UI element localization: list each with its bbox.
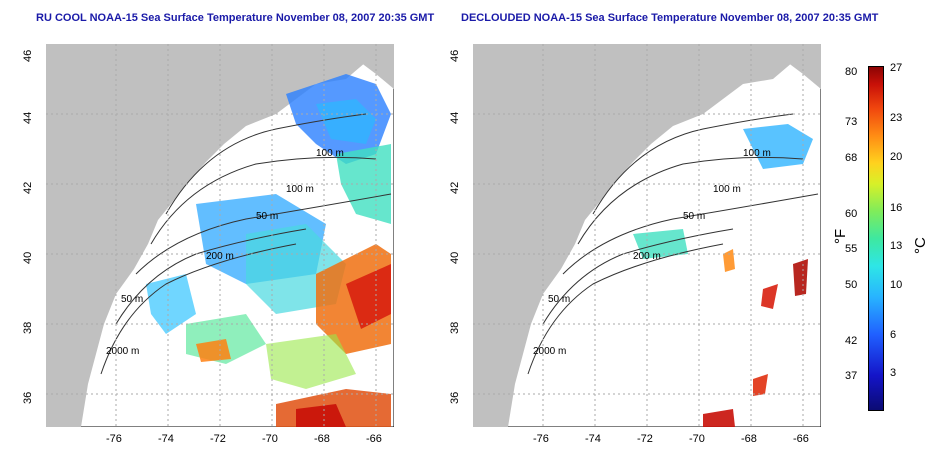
- x-tick: -70: [689, 433, 705, 445]
- y-tick: 42: [449, 181, 461, 194]
- c-tick: 13: [890, 240, 903, 252]
- right-map-svg: 100 m 100 m 50 m 200 m 50 m 2000 m: [473, 44, 821, 427]
- c-tick: 20: [890, 151, 903, 163]
- c-tick: 3: [890, 367, 897, 379]
- x-tick: -72: [637, 433, 653, 445]
- contour-label: 50 m: [548, 294, 570, 305]
- contour-label: 50 m: [683, 211, 705, 222]
- c-tick: 23: [890, 112, 903, 124]
- f-tick: 68: [845, 152, 858, 164]
- x-tick: -66: [793, 433, 809, 445]
- x-tick: -74: [158, 433, 174, 445]
- y-tick: 46: [22, 49, 34, 62]
- celsius-unit-label: °C: [912, 237, 929, 254]
- c-tick: 6: [890, 329, 897, 341]
- contour-label: 100 m: [316, 148, 344, 159]
- land-mass: [46, 44, 394, 427]
- contour-label: 100 m: [286, 184, 314, 195]
- x-tick: -76: [106, 433, 122, 445]
- land-mass: [473, 44, 821, 427]
- x-tick: -76: [533, 433, 549, 445]
- y-tick: 36: [22, 391, 34, 404]
- x-tick: -74: [585, 433, 601, 445]
- left-panel-title: RU COOL NOAA-15 Sea Surface Temperature …: [36, 12, 435, 24]
- y-tick: 38: [449, 321, 461, 334]
- x-tick: -68: [314, 433, 330, 445]
- contour-label: 100 m: [713, 184, 741, 195]
- right-panel-title: DECLOUDED NOAA-15 Sea Surface Temperatur…: [461, 12, 879, 24]
- y-tick: 40: [22, 251, 34, 264]
- f-tick: 60: [845, 208, 858, 220]
- land-mass: [763, 44, 821, 89]
- land-mass: [336, 44, 394, 89]
- temperature-colorbar: [868, 66, 884, 411]
- f-tick: 55: [845, 243, 858, 255]
- c-tick: 10: [890, 279, 903, 291]
- left-map-svg: 100 m 100 m 50 m 200 m 50 m 2000 m: [46, 44, 394, 427]
- f-tick: 37: [845, 370, 858, 382]
- y-tick: 44: [449, 111, 461, 124]
- contour-label: 200 m: [633, 251, 661, 262]
- contour-label: 2000 m: [533, 346, 566, 357]
- f-tick: 50: [845, 279, 858, 291]
- contour-label: 200 m: [206, 251, 234, 262]
- contour-label: 50 m: [121, 294, 143, 305]
- x-tick: -66: [366, 433, 382, 445]
- x-tick: -68: [741, 433, 757, 445]
- right-map-panel: 100 m 100 m 50 m 200 m 50 m 2000 m: [473, 44, 821, 427]
- c-tick: 27: [890, 62, 903, 74]
- x-tick: -72: [210, 433, 226, 445]
- f-tick: 42: [845, 335, 858, 347]
- f-tick: 80: [845, 66, 858, 78]
- y-tick: 42: [22, 181, 34, 194]
- contour-label: 50 m: [256, 211, 278, 222]
- fahrenheit-unit-label: °F: [832, 228, 849, 244]
- x-tick: -70: [262, 433, 278, 445]
- y-tick: 44: [22, 111, 34, 124]
- y-tick: 46: [449, 49, 461, 62]
- contour-label: 2000 m: [106, 346, 139, 357]
- f-tick: 73: [845, 116, 858, 128]
- left-map-panel: 100 m 100 m 50 m 200 m 50 m 2000 m: [46, 44, 394, 427]
- y-tick: 40: [449, 251, 461, 264]
- contour-label: 100 m: [743, 148, 771, 159]
- c-tick: 16: [890, 202, 903, 214]
- y-tick: 36: [449, 391, 461, 404]
- y-tick: 38: [22, 321, 34, 334]
